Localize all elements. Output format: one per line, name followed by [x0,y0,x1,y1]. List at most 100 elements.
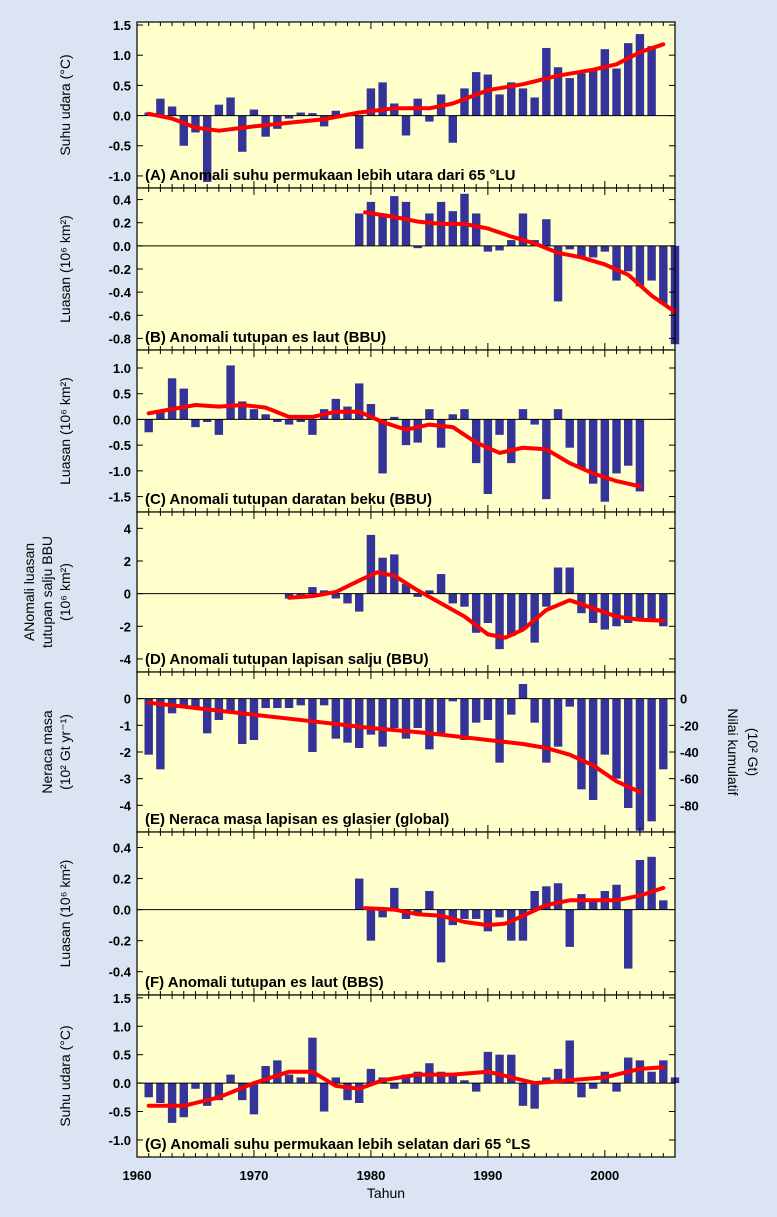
smoothed-trend-line [146,42,666,133]
y-tick-label: -1.0 [109,464,131,479]
bar [612,245,621,281]
y-tick-label: -0.4 [109,285,132,300]
bar [331,698,341,739]
bar [355,1083,364,1103]
bar [366,88,376,116]
bar [460,698,469,740]
bar [366,404,376,420]
bar [413,593,422,597]
smoothed-trend-line [363,885,666,928]
bar [460,409,469,420]
y-axis-label: (10² Gt yr⁻¹) [57,714,73,790]
bar [273,698,282,708]
bar [167,106,177,116]
bar [647,245,656,281]
bar [308,698,317,752]
bar [659,900,668,910]
bar [577,419,586,469]
bar [355,878,364,910]
bar [378,557,387,594]
bar [202,419,212,422]
bar [471,698,481,723]
smoothed-trend-line [146,1065,666,1108]
bar [483,245,493,252]
y-tick-label: -1 [119,718,131,733]
bar [460,193,469,246]
bar [507,1054,516,1084]
bar [495,94,504,116]
x-tick-label: 2000 [590,1168,619,1183]
bar [343,593,352,604]
panel-6: 1.5 1.0 0.5 0.0 -0.5 -1.0 Suhu udara (°C) (G) A… [57,991,680,1158]
x-tick-label: 1960 [123,1168,152,1183]
panel-title: (G) Anomali suhu permukaan lebih selatan… [145,1136,531,1153]
smoothed-trend-line [287,570,666,640]
bar [542,419,551,500]
bar [659,245,668,304]
bar [355,698,364,748]
bar [507,593,516,637]
panel-3: 4 2 0 -2 -4 ANomali luasan tutupan salju BBU (1… [21,511,676,673]
bar [191,698,200,710]
panel-title: (F) Anomali tutupan es laut (BBS) [145,974,384,991]
y-tick-label: 1.0 [113,361,131,376]
bar [226,365,235,420]
bar [518,909,528,941]
bar [214,1083,224,1101]
y-tick-label: 1.0 [113,1019,131,1034]
bar [460,88,469,116]
bar [635,593,645,620]
bar [483,593,493,624]
bar [167,1083,177,1123]
panel-title: (A) Anomali suhu permukaan lebih utara d… [145,167,516,184]
bar [507,698,516,715]
y2-tick-label: -80 [680,798,699,813]
y-tick-label: -0.6 [109,308,131,323]
bar [226,97,235,116]
panel-2: 1.0 0.5 0.0 -0.5 -1.0 -1.5 Luasan (10⁶ km²) (C)… [57,349,676,513]
bar [390,1083,399,1089]
bar [647,1071,656,1084]
bar [448,414,457,420]
bar [167,378,177,420]
y-tick-label: 0 [124,587,131,602]
y-tick-label: -1.5 [109,490,131,505]
panel-1: 0.4 0.2 0.0 -0.2 -0.4 -0.6 -0.8 Luasan (10⁶ km²… [57,187,680,351]
bar [612,884,621,910]
bar [647,698,656,822]
bar [413,909,422,915]
bar [612,698,621,779]
bar [448,211,457,246]
bar [284,698,294,708]
y-tick-label: 0.4 [113,841,132,856]
panel-title: (E) Neraca masa lapisan es glasier (glob… [145,811,449,828]
y2-axis-label: Nilai kumulatif [725,708,741,795]
bar [542,593,551,607]
bar [401,1074,411,1084]
bar [401,201,411,246]
bar [401,419,411,446]
y-tick-label: -0.2 [109,934,131,949]
bar [471,909,481,919]
bar [378,213,387,246]
y-axis-label: Luasan (10⁶ km²) [57,215,73,323]
bar [179,698,188,707]
y-tick-label: -2 [119,619,131,634]
bar [378,419,387,474]
bar [214,104,224,116]
y-tick-label: 0.2 [113,216,131,231]
bar [296,419,305,422]
bar [624,593,633,624]
bar [296,698,305,706]
smoothed-trend-line [146,700,642,794]
bar [553,567,563,594]
bar [319,1083,329,1112]
bar [273,1060,282,1084]
bar [600,419,610,502]
y-axis-label: (10⁶ km²) [57,563,73,621]
bar [635,419,645,492]
bar [226,1074,235,1084]
panel-0: 1.5 1.0 0.5 0.0 -0.5 -1.0 Suhu udara (°C) (A) A… [57,18,676,189]
bar [588,245,598,258]
